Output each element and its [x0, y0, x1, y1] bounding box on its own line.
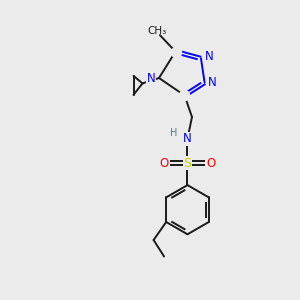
Text: H: H [170, 128, 178, 138]
Text: N: N [147, 71, 155, 85]
Text: N: N [183, 132, 192, 145]
Text: O: O [160, 157, 169, 170]
Text: S: S [184, 157, 191, 170]
Text: O: O [206, 157, 215, 170]
Text: N: N [205, 50, 213, 64]
Text: CH₃: CH₃ [148, 26, 167, 37]
Text: N: N [208, 76, 217, 89]
